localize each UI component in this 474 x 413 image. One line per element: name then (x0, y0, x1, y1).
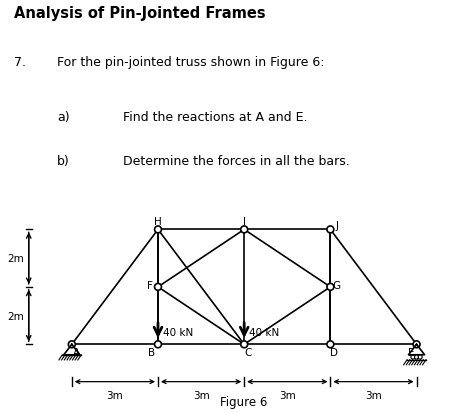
Text: D: D (330, 347, 338, 358)
Text: Analysis of Pin-Jointed Frames: Analysis of Pin-Jointed Frames (14, 6, 266, 21)
Text: G: G (333, 280, 341, 290)
Circle shape (327, 341, 334, 348)
Text: J: J (335, 221, 338, 230)
Text: 40 kN: 40 kN (249, 328, 280, 337)
Text: 2m: 2m (8, 254, 24, 263)
Text: 3m: 3m (107, 389, 123, 400)
Circle shape (413, 341, 420, 348)
Text: 3m: 3m (365, 389, 382, 400)
Text: For the pin-jointed truss shown in Figure 6:: For the pin-jointed truss shown in Figur… (57, 55, 324, 69)
Text: F: F (147, 280, 153, 290)
Text: 3m: 3m (279, 389, 296, 400)
Circle shape (155, 226, 162, 233)
Circle shape (418, 355, 422, 359)
Circle shape (415, 355, 419, 359)
Text: 3m: 3m (193, 389, 210, 400)
Circle shape (155, 341, 162, 348)
Circle shape (68, 341, 75, 348)
Circle shape (241, 226, 247, 233)
Text: H: H (154, 217, 162, 227)
Text: E: E (408, 347, 415, 358)
Text: Figure 6: Figure 6 (220, 395, 268, 408)
Circle shape (327, 226, 334, 233)
Circle shape (411, 355, 415, 359)
Text: I: I (243, 217, 246, 227)
Text: 7.: 7. (14, 55, 26, 69)
Text: Find the reactions at A and E.: Find the reactions at A and E. (123, 111, 308, 124)
Text: C: C (244, 347, 251, 358)
Text: a): a) (57, 111, 70, 124)
Circle shape (155, 284, 162, 291)
Text: B: B (148, 347, 155, 358)
Text: Determine the forces in all the bars.: Determine the forces in all the bars. (123, 154, 350, 168)
Circle shape (241, 341, 247, 348)
Circle shape (327, 284, 334, 291)
Text: 2m: 2m (8, 311, 24, 321)
Text: A: A (73, 347, 80, 358)
Text: b): b) (57, 154, 70, 168)
Text: 40 kN: 40 kN (163, 328, 193, 337)
